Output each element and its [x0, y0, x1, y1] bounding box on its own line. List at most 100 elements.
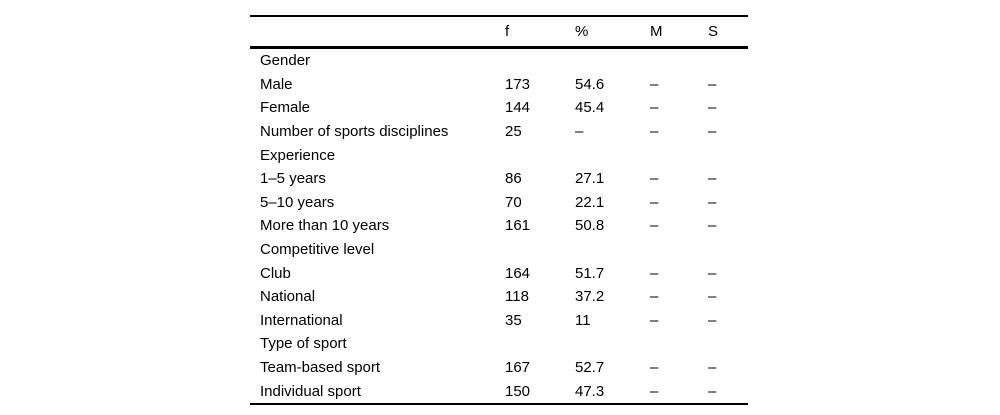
cell-frequency: 144: [505, 99, 531, 117]
cell-frequency: [505, 48, 575, 73]
table-row: Number of sports disciplines 25 – – –: [250, 120, 748, 144]
row-label: National: [260, 288, 316, 306]
cell-mean: –: [650, 311, 659, 329]
cell-mean: –: [650, 99, 659, 117]
cell-frequency: 161: [505, 217, 531, 235]
cell-percent: [575, 332, 650, 356]
cell-mean: –: [650, 75, 659, 93]
cell-sd: –: [708, 170, 717, 188]
cell-mean: –: [650, 123, 659, 141]
cell-sd: –: [708, 311, 717, 329]
row-label: Number of sports disciplines: [260, 123, 449, 141]
cell-sd: –: [708, 359, 717, 377]
table-row: International 35 11 – –: [250, 309, 748, 333]
cell-sd: –: [708, 217, 717, 235]
row-label: Experience: [260, 146, 336, 164]
header-row: f % M S: [250, 16, 748, 48]
table-row: 5–10 years 70 22.1 – –: [250, 191, 748, 215]
row-label: Male: [260, 75, 293, 93]
section-row: Type of sport: [250, 332, 748, 356]
row-label: Individual sport: [260, 382, 361, 400]
cell-percent: 37.2: [575, 288, 605, 306]
row-label: Competitive level: [260, 241, 375, 259]
row-label: 5–10 years: [260, 193, 335, 211]
table-row: Female 144 45.4 – –: [250, 96, 748, 120]
row-label: 1–5 years: [260, 170, 326, 188]
cell-mean: –: [650, 382, 659, 400]
cell-frequency: 118: [505, 288, 529, 306]
table-row: Team-based sport 167 52.7 – –: [250, 356, 748, 380]
table-row: Male 173 54.6 – –: [250, 73, 748, 97]
table-row: Club 164 51.7 – –: [250, 261, 748, 285]
row-label: Gender: [260, 52, 311, 70]
cell-frequency: 164: [505, 264, 531, 282]
cell-percent: 11: [575, 311, 591, 329]
table-row: Individual sport 150 47.3 – –: [250, 379, 748, 404]
cell-mean: –: [650, 193, 659, 211]
cell-mean: –: [650, 359, 659, 377]
cell-frequency: [505, 238, 575, 262]
cell-mean: –: [650, 288, 659, 306]
cell-sd: [708, 238, 748, 262]
table-header: f % M S: [250, 16, 748, 48]
row-label: More than 10 years: [260, 217, 390, 235]
cell-mean: –: [650, 217, 659, 235]
cell-percent: 50.8: [575, 217, 605, 235]
section-row: Gender: [250, 48, 748, 73]
header-mean: M: [650, 23, 663, 40]
cell-frequency: 167: [505, 359, 531, 377]
cell-mean: [650, 332, 708, 356]
row-label: Club: [260, 264, 291, 282]
cell-percent: 54.6: [575, 75, 605, 93]
cell-sd: [708, 332, 748, 356]
cell-mean: [650, 48, 708, 73]
cell-frequency: 173: [505, 75, 531, 93]
header-percent: %: [575, 23, 589, 40]
row-label: Female: [260, 99, 311, 117]
cell-frequency: [505, 143, 575, 167]
table-row: National 118 37.2 – –: [250, 285, 748, 309]
table-row: 1–5 years 86 27.1 – –: [250, 167, 748, 191]
cell-frequency: 150: [505, 382, 531, 400]
table-row: More than 10 years 161 50.8 – –: [250, 214, 748, 238]
cell-sd: [708, 48, 748, 73]
table-body: Gender Male 173 54.6– – Female 144 45.4– – Number…: [250, 48, 748, 404]
cell-mean: [650, 143, 708, 167]
cell-sd: [708, 143, 748, 167]
cell-percent: [575, 238, 650, 262]
demographics-table: f % M S Gender Male 173 54.6 – – Female 144 45.4…: [250, 15, 748, 405]
cell-frequency: 35: [505, 311, 522, 329]
cell-sd: –: [708, 288, 717, 306]
row-label: Type of sport: [260, 335, 347, 353]
cell-percent: 47.3: [575, 382, 605, 400]
cell-percent: 52.7: [575, 359, 605, 377]
cell-percent: 51.7: [575, 264, 605, 282]
section-row: Competitive level: [250, 238, 748, 262]
cell-mean: [650, 238, 708, 262]
cell-mean: –: [650, 170, 659, 188]
cell-frequency: 86: [505, 170, 522, 188]
row-label: International: [260, 311, 343, 329]
header-sd: S: [708, 23, 719, 40]
cell-percent: [575, 143, 650, 167]
cell-sd: –: [708, 75, 717, 93]
header-empty: [250, 16, 505, 48]
section-row: Experience: [250, 143, 748, 167]
cell-frequency: 70: [505, 193, 522, 211]
cell-frequency: 25: [505, 123, 522, 141]
cell-sd: –: [708, 382, 717, 400]
cell-sd: –: [708, 264, 717, 282]
cell-percent: 27.1: [575, 170, 605, 188]
cell-mean: –: [650, 264, 659, 282]
cell-percent: [575, 48, 650, 73]
row-label: Team-based sport: [260, 359, 381, 377]
cell-sd: –: [708, 123, 717, 141]
header-frequency: f: [505, 23, 510, 40]
cell-sd: –: [708, 193, 717, 211]
cell-sd: –: [708, 99, 717, 117]
cell-percent: 45.4: [575, 99, 605, 117]
cell-percent: 22.1: [575, 193, 605, 211]
cell-percent: –: [575, 123, 584, 141]
cell-frequency: [505, 332, 575, 356]
